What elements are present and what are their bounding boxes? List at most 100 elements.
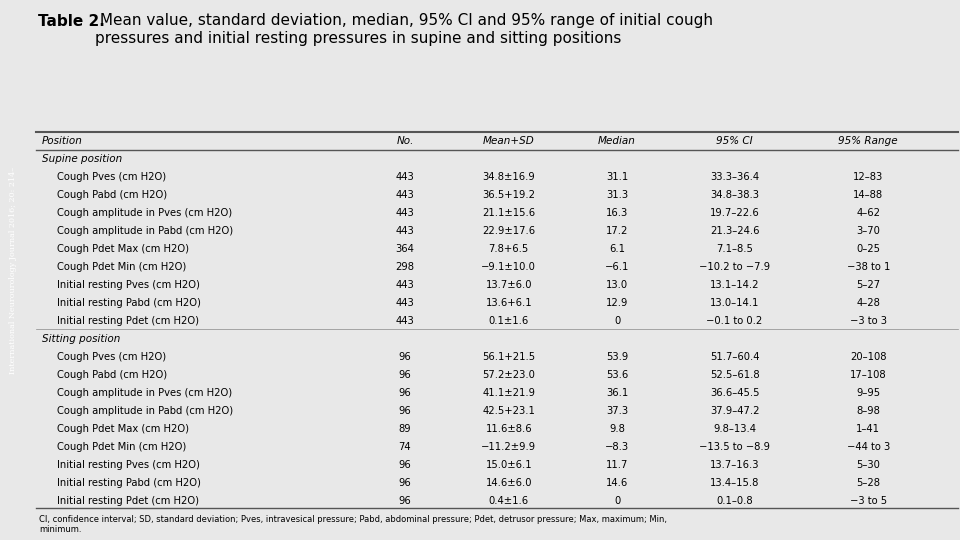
Text: 9.8–13.4: 9.8–13.4 bbox=[713, 424, 756, 434]
Text: 17–108: 17–108 bbox=[850, 370, 886, 380]
Text: 4–62: 4–62 bbox=[856, 208, 880, 218]
Text: 443: 443 bbox=[396, 226, 415, 237]
Text: 6.1: 6.1 bbox=[609, 244, 625, 254]
Text: 5–27: 5–27 bbox=[856, 280, 880, 291]
Text: 53.6: 53.6 bbox=[606, 370, 628, 380]
Text: 31.3: 31.3 bbox=[606, 190, 628, 200]
Text: 89: 89 bbox=[398, 424, 411, 434]
Text: 95% CI: 95% CI bbox=[716, 136, 753, 146]
Text: Initial resting Pabd (cm H2O): Initial resting Pabd (cm H2O) bbox=[57, 298, 201, 308]
Text: Initial resting Pves (cm H2O): Initial resting Pves (cm H2O) bbox=[57, 280, 200, 291]
Text: 13.6+6.1: 13.6+6.1 bbox=[486, 298, 532, 308]
Text: Initial resting Pabd (cm H2O): Initial resting Pabd (cm H2O) bbox=[57, 478, 201, 488]
Text: 9–95: 9–95 bbox=[856, 388, 880, 399]
Text: 52.5–61.8: 52.5–61.8 bbox=[709, 370, 759, 380]
Text: 14–88: 14–88 bbox=[853, 190, 883, 200]
Text: 33.3–36.4: 33.3–36.4 bbox=[710, 172, 759, 183]
Text: −11.2±9.9: −11.2±9.9 bbox=[481, 442, 537, 453]
Text: 443: 443 bbox=[396, 298, 415, 308]
Text: Cough amplitude in Pves (cm H2O): Cough amplitude in Pves (cm H2O) bbox=[57, 208, 232, 218]
Text: Cough Pdet Min (cm H2O): Cough Pdet Min (cm H2O) bbox=[57, 262, 186, 272]
Text: 19.7–22.6: 19.7–22.6 bbox=[709, 208, 759, 218]
Text: −44 to 3: −44 to 3 bbox=[847, 442, 890, 453]
Text: 16.3: 16.3 bbox=[606, 208, 628, 218]
Text: Cough Pdet Max (cm H2O): Cough Pdet Max (cm H2O) bbox=[57, 244, 189, 254]
Text: 13.0–14.1: 13.0–14.1 bbox=[709, 298, 759, 308]
Text: 96: 96 bbox=[398, 370, 411, 380]
Text: 20–108: 20–108 bbox=[850, 352, 886, 362]
Text: −0.1 to 0.2: −0.1 to 0.2 bbox=[707, 316, 762, 326]
Text: 11.6±8.6: 11.6±8.6 bbox=[486, 424, 532, 434]
Text: Initial resting Pdet (cm H2O): Initial resting Pdet (cm H2O) bbox=[57, 316, 199, 326]
Text: 42.5+23.1: 42.5+23.1 bbox=[482, 406, 535, 416]
Text: −6.1: −6.1 bbox=[605, 262, 629, 272]
Text: 21.3–24.6: 21.3–24.6 bbox=[709, 226, 759, 237]
Text: No.: No. bbox=[396, 136, 414, 146]
Text: 36.5+19.2: 36.5+19.2 bbox=[482, 190, 535, 200]
Text: Cough Pdet Min (cm H2O): Cough Pdet Min (cm H2O) bbox=[57, 442, 186, 453]
Text: 0.1±1.6: 0.1±1.6 bbox=[489, 316, 529, 326]
Text: 11.7: 11.7 bbox=[606, 460, 628, 470]
Text: 17.2: 17.2 bbox=[606, 226, 628, 237]
Text: Cough Pabd (cm H2O): Cough Pabd (cm H2O) bbox=[57, 190, 167, 200]
Text: 443: 443 bbox=[396, 316, 415, 326]
Text: Mean value, standard deviation, median, 95% CI and 95% range of initial cough
pr: Mean value, standard deviation, median, … bbox=[95, 14, 713, 46]
Text: Cough amplitude in Pabd (cm H2O): Cough amplitude in Pabd (cm H2O) bbox=[57, 226, 233, 237]
Text: 364: 364 bbox=[396, 244, 415, 254]
Text: −9.1±10.0: −9.1±10.0 bbox=[481, 262, 536, 272]
Text: 56.1+21.5: 56.1+21.5 bbox=[482, 352, 536, 362]
Text: 1–41: 1–41 bbox=[856, 424, 880, 434]
Text: CI, confidence interval; SD, standard deviation; Pves, intravesical pressure; Pa: CI, confidence interval; SD, standard de… bbox=[39, 515, 667, 534]
Text: 443: 443 bbox=[396, 208, 415, 218]
Text: Cough Pves (cm H2O): Cough Pves (cm H2O) bbox=[57, 172, 166, 183]
Text: 31.1: 31.1 bbox=[606, 172, 628, 183]
Text: 13.7–16.3: 13.7–16.3 bbox=[709, 460, 759, 470]
Text: 74: 74 bbox=[398, 442, 411, 453]
Text: 5–28: 5–28 bbox=[856, 478, 880, 488]
Text: 7.1–8.5: 7.1–8.5 bbox=[716, 244, 753, 254]
Text: 15.0±6.1: 15.0±6.1 bbox=[486, 460, 532, 470]
Text: Cough Pabd (cm H2O): Cough Pabd (cm H2O) bbox=[57, 370, 167, 380]
Text: 53.9: 53.9 bbox=[606, 352, 628, 362]
Text: 3–70: 3–70 bbox=[856, 226, 880, 237]
Text: 96: 96 bbox=[398, 388, 411, 399]
Text: 96: 96 bbox=[398, 478, 411, 488]
Text: 12–83: 12–83 bbox=[853, 172, 883, 183]
Text: 51.7–60.4: 51.7–60.4 bbox=[709, 352, 759, 362]
Text: 95% Range: 95% Range bbox=[838, 136, 898, 146]
Text: 21.1±15.6: 21.1±15.6 bbox=[482, 208, 536, 218]
Text: 0.1–0.8: 0.1–0.8 bbox=[716, 496, 753, 507]
Text: 96: 96 bbox=[398, 406, 411, 416]
Text: −8.3: −8.3 bbox=[605, 442, 629, 453]
Text: 34.8–38.3: 34.8–38.3 bbox=[710, 190, 759, 200]
Text: 57.2±23.0: 57.2±23.0 bbox=[482, 370, 535, 380]
Text: 298: 298 bbox=[396, 262, 415, 272]
Text: 443: 443 bbox=[396, 280, 415, 291]
Text: 14.6±6.0: 14.6±6.0 bbox=[486, 478, 532, 488]
Text: Sitting position: Sitting position bbox=[42, 334, 120, 345]
Text: 96: 96 bbox=[398, 352, 411, 362]
Text: 4–28: 4–28 bbox=[856, 298, 880, 308]
Text: Position: Position bbox=[42, 136, 83, 146]
Text: 0: 0 bbox=[613, 496, 620, 507]
Text: 7.8+6.5: 7.8+6.5 bbox=[489, 244, 529, 254]
Text: 443: 443 bbox=[396, 172, 415, 183]
Text: 5–30: 5–30 bbox=[856, 460, 880, 470]
Text: 0–25: 0–25 bbox=[856, 244, 880, 254]
Text: 13.7±6.0: 13.7±6.0 bbox=[486, 280, 532, 291]
Text: 96: 96 bbox=[398, 496, 411, 507]
Text: Cough Pdet Max (cm H2O): Cough Pdet Max (cm H2O) bbox=[57, 424, 189, 434]
Text: International Neurourology Journal 2016; 20: 214–: International Neurourology Journal 2016;… bbox=[10, 166, 17, 374]
Text: 14.6: 14.6 bbox=[606, 478, 628, 488]
Text: 34.8±16.9: 34.8±16.9 bbox=[482, 172, 535, 183]
Text: 443: 443 bbox=[396, 190, 415, 200]
Text: 0: 0 bbox=[613, 316, 620, 326]
Text: 22.9±17.6: 22.9±17.6 bbox=[482, 226, 536, 237]
Text: Supine position: Supine position bbox=[42, 154, 122, 164]
Text: 12.9: 12.9 bbox=[606, 298, 628, 308]
Text: Median: Median bbox=[598, 136, 636, 146]
Text: 0.4±1.6: 0.4±1.6 bbox=[489, 496, 529, 507]
Text: 41.1±21.9: 41.1±21.9 bbox=[482, 388, 535, 399]
Text: −3 to 3: −3 to 3 bbox=[850, 316, 887, 326]
Text: Mean+SD: Mean+SD bbox=[483, 136, 535, 146]
